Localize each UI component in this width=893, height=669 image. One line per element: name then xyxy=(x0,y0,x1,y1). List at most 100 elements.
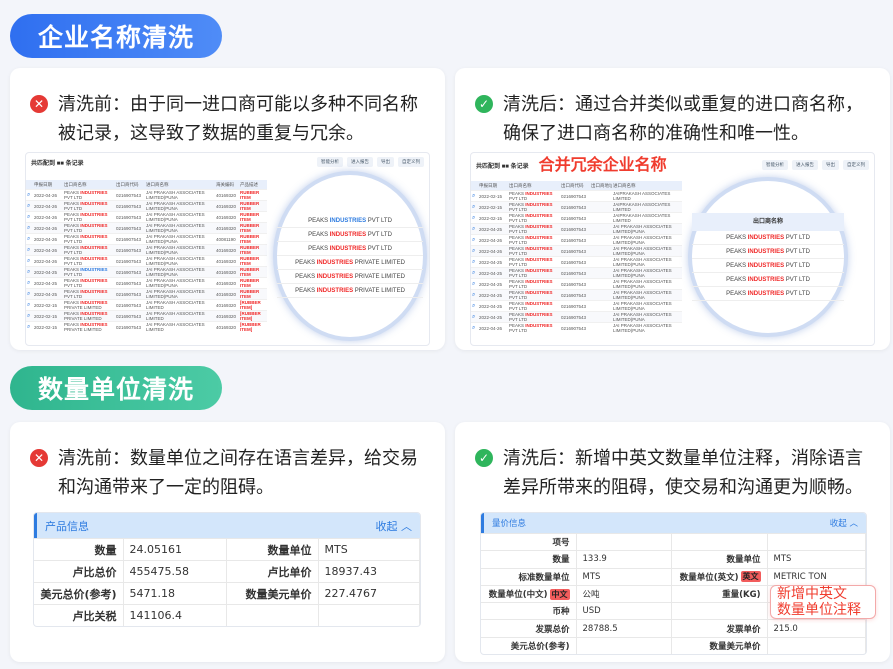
search-icon[interactable]: ⌕ xyxy=(471,256,478,268)
column-header[interactable] xyxy=(471,180,478,191)
search-icon[interactable]: ⌕ xyxy=(471,267,478,279)
search-icon[interactable]: ⌕ xyxy=(471,234,478,246)
price-info-panel: 量价信息 收起 ︿ 项号 数量 133.9 数量单位 MTS 标准数量单位 MTS 数量单位(英文… xyxy=(480,512,867,656)
search-icon[interactable]: ⌕ xyxy=(26,310,33,322)
search-icon[interactable]: ⌕ xyxy=(26,211,33,223)
column-header[interactable]: 出口商名称 xyxy=(63,179,115,190)
column-header[interactable]: 申报日期 xyxy=(478,180,508,191)
search-icon[interactable]: ⌕ xyxy=(26,233,33,245)
table-row[interactable]: ⌕ 2022-04-25 PEAKS INDUSTRIES PVT LTD 02169… xyxy=(471,289,682,301)
table-cell: RUBBER ITEM xyxy=(239,244,267,256)
search-icon[interactable]: ⌕ xyxy=(471,278,478,290)
table-row[interactable]: ⌕ 2022-04-25 PEAKS INDUSTRIES PVT LTD 02169… xyxy=(471,278,682,290)
table-cell: JAI PRAKASH ASSOCIATES LIMITED(PUNA xyxy=(612,300,682,312)
field-label-text: 美元总价(参考) xyxy=(510,641,570,652)
search-icon[interactable]: ⌕ xyxy=(471,223,478,235)
smart-analysis-button[interactable]: 智能分析 xyxy=(762,160,788,170)
table-row[interactable]: ⌕ 2022-04-25 PEAKS INDUSTRIES PVT LTD 02169… xyxy=(471,311,682,323)
table-row[interactable]: ⌕ 2022-04-25 PEAKS INDUSTRIES PVT LTD 02169… xyxy=(471,256,682,268)
export-button[interactable]: 导出 xyxy=(822,160,839,170)
table-row[interactable]: ⌕ 2022-04-25 PEAKS INDUSTRIES PVT LTD 02169… xyxy=(471,267,682,279)
table-row[interactable]: ⌕ 2022-04-26 PEAKS INDUSTRIES PVT LTD 02169… xyxy=(471,322,682,334)
company-keyword: INDUSTRIES xyxy=(747,235,785,241)
enter-report-button[interactable]: 进入报告 xyxy=(792,160,818,170)
company-prefix: PEAKS xyxy=(509,323,525,329)
company-suffix: PRIVATE LIMITED xyxy=(64,316,102,322)
magnifier-lens: 出口商名称 PEAKS INDUSTRIES PVT LTD PEAKS INDUS… xyxy=(688,177,848,337)
search-icon[interactable]: ⌕ xyxy=(471,289,478,301)
table-row[interactable]: ⌕ 2022-04-26 PEAKS INDUSTRIES PVT LTD 02169… xyxy=(26,244,267,256)
table-row[interactable]: ⌕ 2022-02-15 PEAKS INDUSTRIES PVT LTD 02169… xyxy=(471,201,682,213)
table-row[interactable]: ⌕ 2022-04-26 PEAKS INDUSTRIES PVT LTD 02169… xyxy=(471,245,682,257)
company-prefix: PEAKS xyxy=(509,301,525,307)
search-icon[interactable]: ⌕ xyxy=(26,255,33,267)
company-keyword: INDUSTRIES xyxy=(525,312,553,318)
tag-english: 英文 xyxy=(740,571,761,583)
column-header[interactable]: 出口商地址 xyxy=(590,180,612,191)
search-icon[interactable]: ⌕ xyxy=(471,322,478,334)
search-icon[interactable]: ⌕ xyxy=(26,277,33,289)
company-keyword: INDUSTRIES xyxy=(329,232,367,238)
table-cell: 0216907543 xyxy=(560,311,590,323)
table-row[interactable]: ⌕ 2022-04-26 PEAKS INDUSTRIES PVT LTD 02169… xyxy=(471,234,682,246)
table-row[interactable]: ⌕ 2022-02-15 PEAKS INDUSTRIES PRIVATE LIMI… xyxy=(26,321,267,333)
table-cell: RUBBER ITEM xyxy=(239,277,267,289)
column-header[interactable]: 海关编码 xyxy=(215,179,239,190)
column-header[interactable] xyxy=(26,179,33,190)
search-icon[interactable]: ⌕ xyxy=(26,222,33,234)
table-cell: [RUBBER ITEM] xyxy=(239,321,267,333)
column-header[interactable]: 出口商代码 xyxy=(115,179,145,190)
table-row[interactable]: ⌕ 2022-04-25 PEAKS INDUSTRIES PVT LTD 02169… xyxy=(26,277,267,289)
custom-columns-button[interactable]: 自定义列 xyxy=(398,157,424,167)
table-row[interactable]: ⌕ 2022-04-26 PEAKS INDUSTRIES PVT LTD 02169… xyxy=(26,233,267,245)
field-label: 重量(KG) xyxy=(672,585,768,603)
table-row[interactable]: ⌕ 2022-04-26 PEAKS INDUSTRIES PVT LTD 02169… xyxy=(26,211,267,223)
table-row[interactable]: ⌕ 2022-04-25 PEAKS INDUSTRIES PVT LTD 02169… xyxy=(471,223,682,235)
table-row[interactable]: ⌕ 2022-04-26 PEAKS INDUSTRIES PVT LTD 02169… xyxy=(26,222,267,234)
export-button[interactable]: 导出 xyxy=(377,157,394,167)
enter-report-button[interactable]: 进入报告 xyxy=(347,157,373,167)
info-row: 项号 xyxy=(481,533,866,551)
search-icon[interactable]: ⌕ xyxy=(26,299,33,311)
company-suffix: PVT LTD xyxy=(64,272,83,278)
column-header[interactable]: 申报日期 xyxy=(33,179,63,190)
search-icon[interactable]: ⌕ xyxy=(26,200,33,212)
search-icon[interactable]: ⌕ xyxy=(471,311,478,323)
search-icon[interactable]: ⌕ xyxy=(471,190,478,202)
table-cell: RUBBER ITEM xyxy=(239,222,267,234)
custom-columns-button[interactable]: 自定义列 xyxy=(843,160,869,170)
table-row[interactable]: ⌕ 2022-04-25 PEAKS INDUSTRIES PVT LTD 02169… xyxy=(471,300,682,312)
column-header[interactable]: 产品描述 xyxy=(239,179,267,190)
table-row[interactable]: ⌕ 2022-04-26 PEAKS INDUSTRIES PVT LTD 02169… xyxy=(26,189,267,201)
column-header[interactable]: 进口商名称 xyxy=(612,180,682,191)
collapse-button[interactable]: 收起 ︿ xyxy=(375,519,413,533)
smart-analysis-button[interactable]: 智能分析 xyxy=(317,157,343,167)
search-icon[interactable]: ⌕ xyxy=(471,201,478,213)
table-cell: 40169320 xyxy=(215,222,239,234)
table-row[interactable]: ⌕ 2022-04-26 PEAKS INDUSTRIES PVT LTD 02169… xyxy=(26,255,267,267)
search-icon[interactable]: ⌕ xyxy=(26,244,33,256)
table-row[interactable]: ⌕ 2022-02-15 PEAKS INDUSTRIES PVT LTD 02169… xyxy=(471,212,682,224)
search-icon[interactable]: ⌕ xyxy=(471,212,478,224)
collapse-button[interactable]: 收起 ︿ xyxy=(829,519,858,529)
table-row[interactable]: ⌕ 2022-04-26 PEAKS INDUSTRIES PVT LTD 02169… xyxy=(26,200,267,212)
search-icon[interactable]: ⌕ xyxy=(26,288,33,300)
column-header[interactable]: 进口商名称 xyxy=(145,179,215,190)
search-icon[interactable]: ⌕ xyxy=(26,266,33,278)
search-icon[interactable]: ⌕ xyxy=(26,189,33,201)
search-icon[interactable]: ⌕ xyxy=(471,245,478,257)
table-row[interactable]: ⌕ 2022-02-15 PEAKS INDUSTRIES PRIVATE LIMI… xyxy=(26,310,267,322)
company-name: PEAKS INDUSTRIES PVT LTD xyxy=(64,201,108,211)
table-row[interactable]: ⌕ 2022-02-15 PEAKS INDUSTRIES PVT LTD 02169… xyxy=(471,190,682,202)
column-header[interactable]: 出口商代码 xyxy=(560,180,590,191)
table-cell: 2022-02-15 xyxy=(478,201,508,213)
table-row[interactable]: ⌕ 2022-04-25 PEAKS INDUSTRIES PVT LTD 02169… xyxy=(26,288,267,300)
company-suffix: PVT LTD xyxy=(64,195,83,201)
table-row[interactable]: ⌕ 2022-04-25 PEAKS INDUSTRIES PVT LTD 02169… xyxy=(26,266,267,278)
table-row[interactable]: ⌕ 2022-02-15 PEAKS INDUSTRIES PRIVATE LIMI… xyxy=(26,299,267,311)
result-count: 共匹配到 ■■ 条记录 xyxy=(476,163,529,170)
column-header[interactable]: 出口商名称 xyxy=(508,180,560,191)
company-keyword: INDUSTRIES xyxy=(747,277,785,283)
search-icon[interactable]: ⌕ xyxy=(471,300,478,312)
search-icon[interactable]: ⌕ xyxy=(26,321,33,333)
